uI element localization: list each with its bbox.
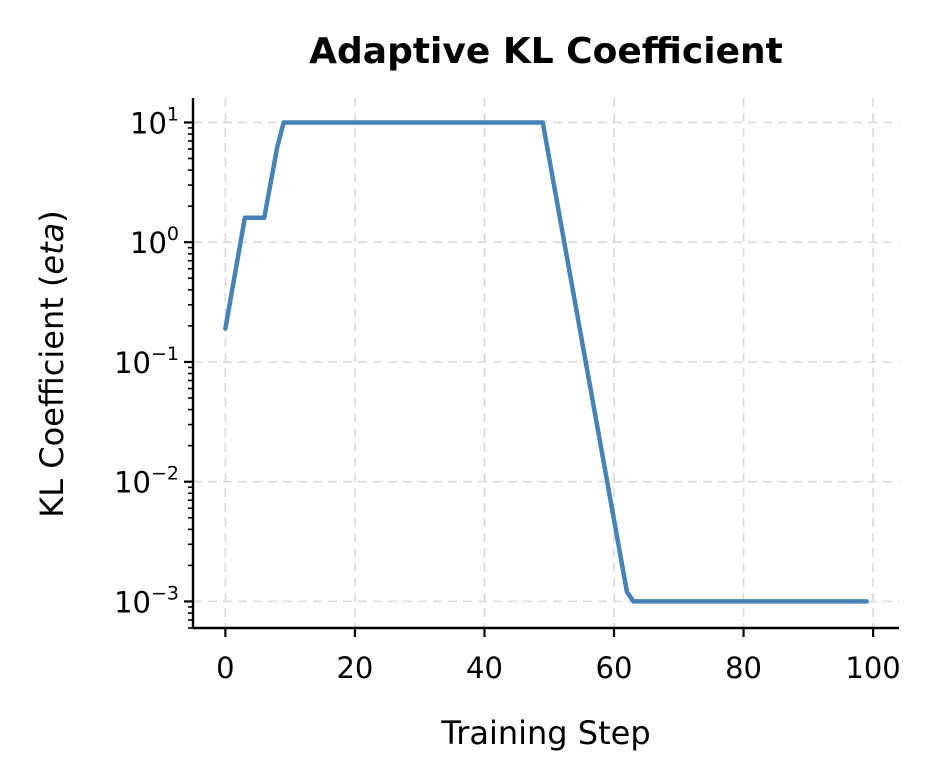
y-tick-label: 10−1 — [114, 343, 179, 380]
y-axis-label-suffix: ) — [33, 210, 71, 222]
y-tick-label: 101 — [130, 103, 179, 140]
y-tick-label: 100 — [130, 223, 179, 260]
y-axis-label-prefix: KL Coefficient ( — [33, 275, 71, 518]
grid-layer — [193, 98, 899, 628]
series-line-0 — [223, 120, 869, 604]
x-tick-label: 100 — [845, 651, 900, 685]
x-tick-label: 60 — [596, 651, 633, 685]
x-tick-label: 20 — [336, 651, 373, 685]
chart-title: Adaptive KL Coefficient — [309, 31, 783, 72]
x-tick-label: 0 — [216, 651, 234, 685]
y-tick-label: 10−3 — [114, 582, 179, 619]
series-layer — [223, 120, 869, 604]
x-tick-label: 80 — [725, 651, 762, 685]
y-axis-label-italic: eta — [33, 223, 71, 275]
x-tick-label: 40 — [466, 651, 503, 685]
y-tick-label: 10−2 — [114, 463, 179, 500]
x-axis-label: Training Step — [440, 714, 650, 752]
axes-layer: 0 20 40 60 80 100 101 100 10−1 10−2 10−3 — [114, 98, 901, 685]
y-axis-label: KL Coefficient (eta) — [33, 210, 71, 518]
